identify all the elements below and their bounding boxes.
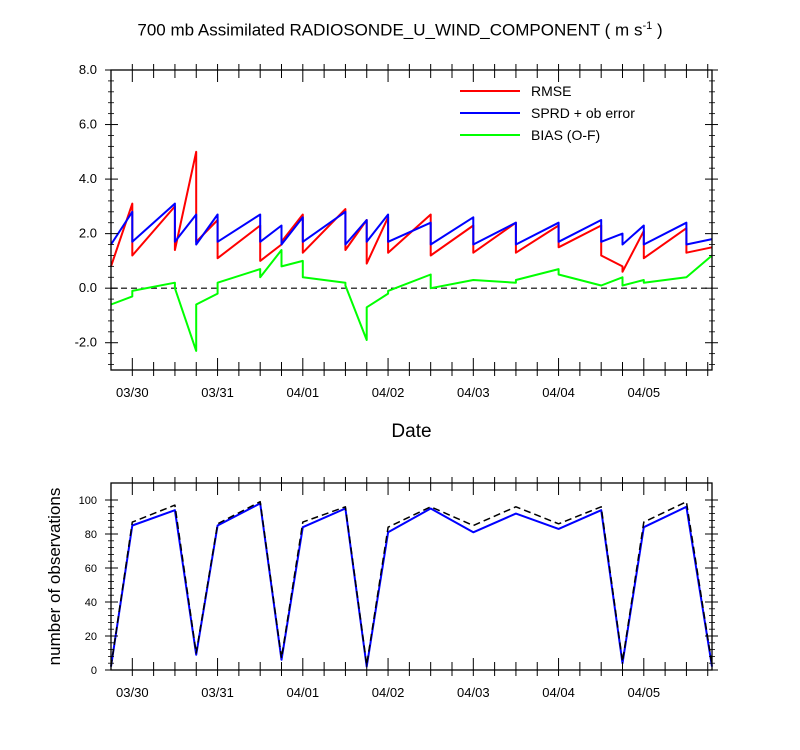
chart-title-tail: ) — [652, 20, 663, 40]
top-ytick-label: 2.0 — [79, 226, 97, 241]
top-ytick-label: 8.0 — [79, 62, 97, 77]
bottom-xtick-label: 04/01 — [287, 685, 320, 700]
bottom-ytick-label: 20 — [85, 631, 97, 643]
bottom-xtick-label: 04/04 — [542, 685, 575, 700]
top-xtick-label: 03/30 — [116, 385, 149, 400]
top-xtick-label: 03/31 — [201, 385, 234, 400]
top-ytick-label: 4.0 — [79, 171, 97, 186]
top-series-bias-line — [110, 249, 713, 352]
bottom-series-count-line — [110, 502, 713, 668]
bottom-xtick-label: 04/02 — [372, 685, 405, 700]
chart-title-text: 700 mb Assimilated RADIOSONDE_U_WIND_COM… — [137, 20, 643, 40]
bottom-yaxis-label: number of observations — [45, 488, 64, 666]
top-xaxis-label: Date — [391, 421, 431, 442]
bottom-ytick-label: 60 — [85, 563, 97, 575]
bottom-xtick-label: 04/05 — [628, 685, 661, 700]
top-plot-frame — [110, 69, 713, 371]
bottom-ytick-label: 0 — [91, 665, 97, 677]
bottom-xtick-label: 03/30 — [116, 685, 149, 700]
bottom-xtick-label: 04/03 — [457, 685, 490, 700]
top-series-rmse-line — [110, 150, 713, 273]
top-xtick-label: 04/04 — [542, 385, 575, 400]
top-xtick-label: 04/05 — [628, 385, 661, 400]
bottom-xtick-label: 03/31 — [201, 685, 234, 700]
top-xtick-label: 04/02 — [372, 385, 405, 400]
top-xtick-label: 04/03 — [457, 385, 490, 400]
legend-bias-label: BIAS (O-F) — [531, 127, 600, 143]
bottom-ytick-label: 100 — [79, 495, 97, 507]
chart-title-units-exponent: -1 — [642, 20, 653, 32]
top-ytick-label: 0.0 — [79, 280, 97, 295]
chart-title: 700 mb Assimilated RADIOSONDE_U_WIND_COM… — [0, 20, 800, 41]
bottom-ytick-label: 80 — [85, 529, 97, 541]
top-series-sprd-line — [110, 202, 713, 246]
top-ytick-label: 6.0 — [79, 117, 97, 132]
top-xtick-label: 04/01 — [287, 385, 320, 400]
legend-sprd-label: SPRD + ob error — [531, 105, 635, 121]
top-ytick-label: -2.0 — [75, 335, 97, 350]
legend-rmse-label: RMSE — [531, 83, 571, 99]
bottom-series-count_ref-line — [110, 500, 713, 667]
bottom-ytick-label: 40 — [85, 597, 97, 609]
bottom-plot-frame — [110, 482, 713, 671]
